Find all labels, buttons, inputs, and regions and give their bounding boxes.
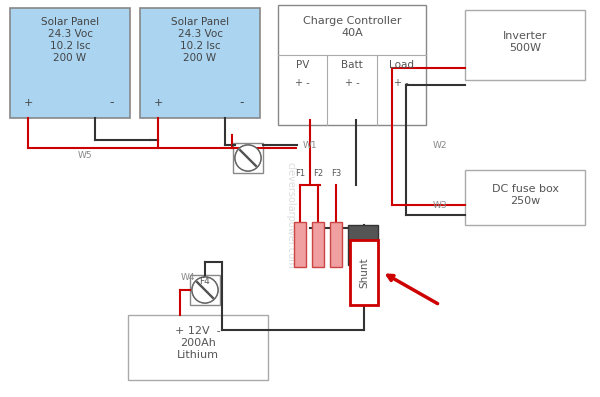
Circle shape	[192, 277, 218, 303]
Text: W5: W5	[77, 150, 92, 160]
Text: +: +	[154, 98, 163, 108]
Text: Solar Panel: Solar Panel	[41, 17, 99, 27]
Text: cleversolarpower.com: cleversolarpower.com	[285, 162, 295, 268]
Circle shape	[235, 145, 261, 171]
Bar	[465, 170, 585, 225]
Text: Inverter
500W: Inverter 500W	[503, 31, 547, 53]
Text: Charge Controller
40A: Charge Controller 40A	[303, 16, 401, 38]
Bar	[465, 10, 585, 80]
Bar	[294, 222, 306, 267]
Text: W3: W3	[433, 200, 448, 210]
Bar	[10, 8, 130, 118]
Circle shape	[192, 277, 218, 303]
Text: 24.3 Voc
10.2 Isc
200 W: 24.3 Voc 10.2 Isc 200 W	[47, 29, 92, 63]
Text: F1: F1	[295, 170, 305, 179]
Text: Shunt: Shunt	[359, 257, 369, 288]
Text: F2: F2	[313, 170, 323, 179]
Text: F4: F4	[200, 278, 211, 287]
Bar	[233, 143, 263, 173]
Bar	[330, 222, 342, 267]
Bar	[348, 225, 378, 265]
Text: + -: + -	[394, 78, 409, 88]
Text: -: -	[240, 96, 244, 110]
Text: 24.3 Voc
10.2 Isc
200 W: 24.3 Voc 10.2 Isc 200 W	[178, 29, 223, 63]
Text: + 12V  -
200Ah
Lithium: + 12V - 200Ah Lithium	[175, 326, 221, 360]
Text: Batt: Batt	[341, 60, 363, 70]
Bar	[278, 5, 426, 125]
Text: Load: Load	[389, 60, 414, 70]
Bar	[140, 8, 260, 118]
Bar	[128, 315, 268, 380]
Text: W4: W4	[181, 274, 195, 283]
Text: W2: W2	[433, 141, 447, 150]
Text: + -: + -	[344, 78, 359, 88]
Text: Solar Panel: Solar Panel	[171, 17, 229, 27]
Text: + -: + -	[295, 78, 310, 88]
Text: PV: PV	[296, 60, 310, 70]
Bar	[312, 222, 324, 267]
Text: -: -	[110, 96, 114, 110]
Text: +: +	[23, 98, 32, 108]
Text: W1: W1	[302, 141, 317, 150]
Text: F3: F3	[331, 170, 341, 179]
Bar	[350, 240, 378, 305]
Circle shape	[235, 145, 261, 171]
Bar	[190, 275, 220, 305]
Text: DC fuse box
250w: DC fuse box 250w	[491, 184, 559, 206]
